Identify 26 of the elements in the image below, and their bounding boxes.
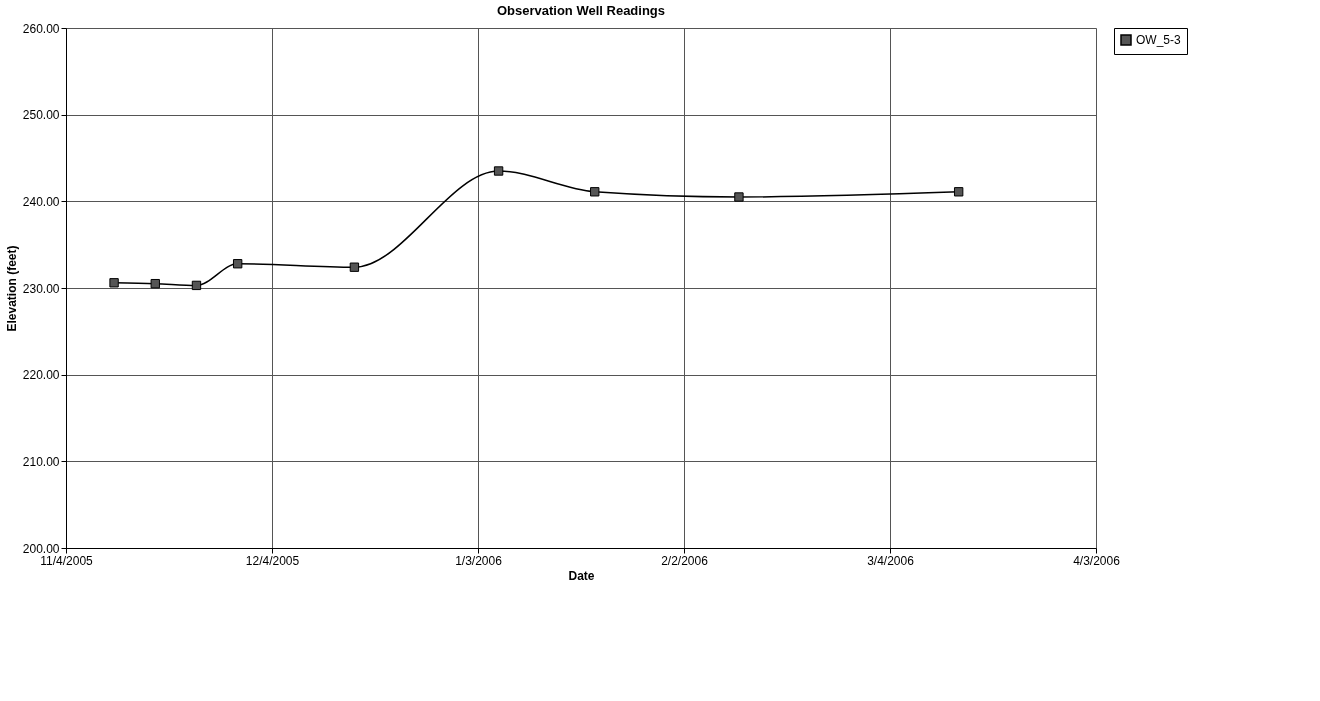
point	[953, 187, 964, 197]
y-tick-label: 250.00	[22, 108, 60, 123]
y-tick-label: 210.00	[22, 454, 60, 469]
x-tick-label: 3/4/2006	[867, 553, 915, 568]
point	[349, 262, 360, 272]
chart-title: Observation Well Readings	[496, 3, 666, 18]
point	[232, 259, 243, 269]
point	[493, 166, 504, 176]
x-axis-title: Date	[568, 568, 595, 583]
y-tick-label: 220.00	[22, 368, 60, 383]
legend-label: OW_5-3	[1136, 33, 1181, 47]
x-tick-label: 11/4/2005	[40, 553, 94, 568]
x-tick-label: 4/3/2006	[1073, 553, 1121, 568]
x-tick-label: 2/2/2006	[661, 553, 709, 568]
y-tick-label: 260.00	[22, 21, 60, 36]
point	[734, 192, 744, 202]
y-tick-label: 230.00	[22, 281, 60, 296]
point	[191, 280, 202, 291]
y-tick-label: 240.00	[22, 194, 60, 209]
point	[109, 278, 119, 288]
y-tick-label: 200.00	[22, 541, 60, 556]
point	[150, 278, 160, 289]
y-axis-title: Elevation (feet)	[4, 245, 19, 332]
point	[590, 187, 600, 197]
x-tick-label: 1/3/2006	[455, 553, 503, 568]
x-tick-label: 12/4/2005	[245, 553, 300, 568]
